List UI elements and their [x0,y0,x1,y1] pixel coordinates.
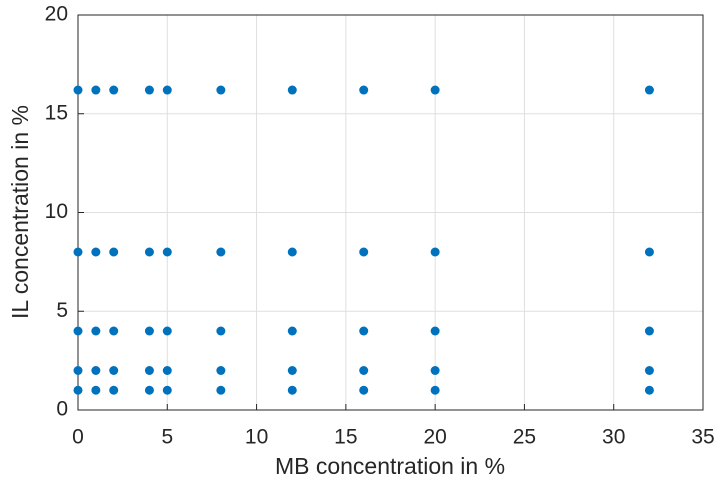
point [91,247,101,257]
point [430,326,440,336]
point [162,385,172,395]
point [430,247,440,257]
point [91,85,101,95]
x-tick-label: 0 [72,426,84,449]
point [287,366,297,375]
point [73,366,83,375]
y-tick-label: 15 [45,101,68,124]
point [430,385,440,395]
x-tick-label: 5 [161,426,173,449]
point [144,247,154,257]
y-tick-label: 10 [45,200,68,223]
point [359,366,369,375]
point [73,85,83,95]
point [73,247,83,257]
point [162,366,172,375]
x-tick-label: 25 [513,426,536,449]
point [109,85,119,95]
point [216,247,226,257]
y-tick-label: 0 [56,398,68,421]
point [162,247,172,257]
point [216,326,226,336]
point [109,366,119,375]
point [109,385,119,395]
point [109,247,119,257]
point [359,85,369,95]
point [287,85,297,95]
x-tick-label: 10 [245,426,268,449]
point [144,366,154,375]
point [216,366,226,375]
point [144,326,154,336]
point [287,385,297,395]
x-tick-label: 35 [691,426,714,449]
point [644,366,654,375]
point [644,247,654,257]
point [91,326,101,336]
point [359,326,369,336]
point [287,326,297,336]
point [216,385,226,395]
axes-box [77,14,704,411]
point [287,247,297,257]
point [144,385,154,395]
point [644,85,654,95]
point [430,85,440,95]
point [644,385,654,395]
y-tick-label: 20 [45,3,68,26]
y-tick-label: 5 [56,299,68,322]
point [73,385,83,395]
point [109,326,119,336]
point [359,247,369,257]
point [91,366,101,375]
point [73,326,83,336]
point [359,385,369,395]
point [144,85,154,95]
x-tick-label: 30 [602,426,625,449]
x-tick-label: 15 [334,426,357,449]
point [216,85,226,95]
point [430,366,440,375]
point [162,85,172,95]
point [91,385,101,395]
point [644,326,654,336]
x-tick-label: 20 [423,426,446,449]
point [162,326,172,336]
x-axis-label: MB concentration in % [275,453,505,479]
y-axis-label: IL concentration in % [7,105,33,319]
